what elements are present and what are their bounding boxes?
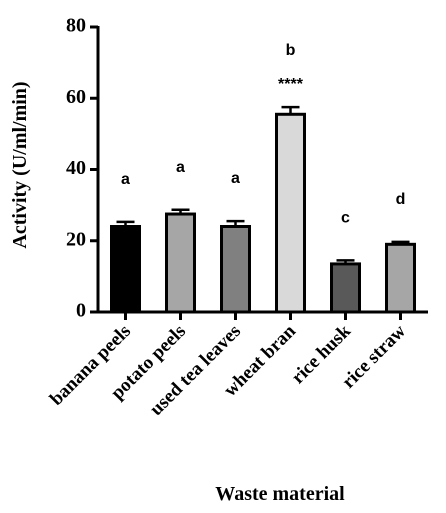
annotation: d (396, 191, 406, 208)
annotation: a (176, 159, 185, 176)
bar (330, 262, 361, 314)
y-tick-label: 60 (66, 86, 86, 108)
y-axis-title: Activity (U/ml/min) (9, 81, 31, 248)
annotation: a (231, 170, 240, 187)
bar (110, 225, 141, 314)
bar (220, 225, 251, 314)
annotation: c (341, 209, 350, 226)
x-axis-title: Waste material (215, 483, 345, 505)
annotation: **** (278, 76, 304, 93)
y-tick-label: 40 (66, 157, 86, 179)
bar (165, 212, 196, 314)
annotation: b (286, 42, 296, 59)
y-tick-label: 20 (66, 228, 86, 250)
y-tick-label: 0 (76, 300, 86, 322)
bar (385, 242, 416, 314)
bar (275, 112, 306, 314)
y-tick-label: 80 (66, 15, 86, 37)
annotation: a (121, 171, 130, 188)
